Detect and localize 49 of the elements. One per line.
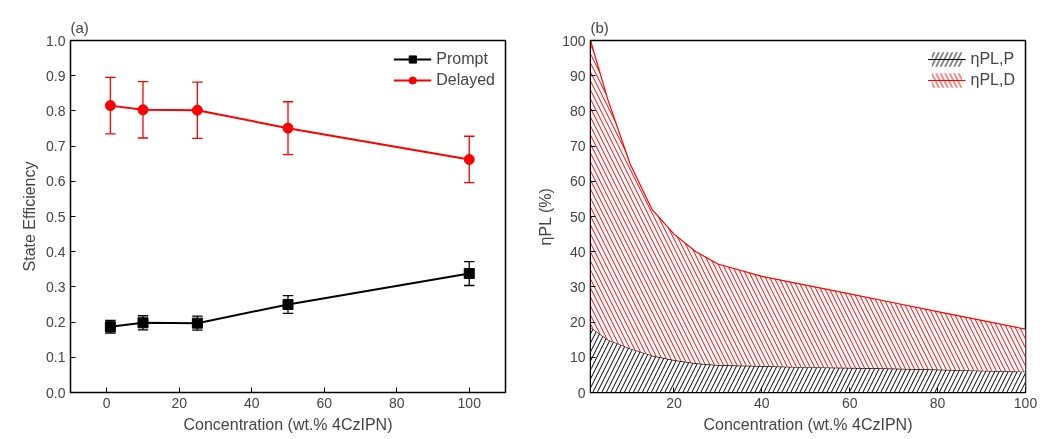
point (463, 153, 475, 165)
x-tick-label: 40 (243, 394, 260, 411)
y-axis-title: ηPL (%) (537, 188, 555, 246)
y-tick-label: 30 (569, 278, 586, 295)
y-tick-label: 40 (569, 243, 586, 260)
x-axis-title: Concentration (wt.% 4CzIPN) (703, 415, 913, 433)
point (463, 268, 475, 280)
y-tick-label: 1.0 (46, 32, 66, 49)
y-tick-label: 80 (569, 102, 586, 119)
x-tick-label: 60 (841, 394, 858, 411)
x-tick-label: 0 (102, 394, 111, 411)
x-tick-label: 100 (457, 394, 482, 411)
x-tick-label: 80 (929, 394, 946, 411)
y-axis-title: State Efficiency (21, 161, 39, 272)
x-tick-label: 80 (388, 394, 405, 411)
y-tick-label: 60 (569, 173, 586, 190)
y-tick-label: 0.6 (46, 173, 66, 190)
y-tick-label: 20 (569, 314, 586, 331)
legend-label: ηPL,D (970, 71, 1015, 89)
y-tick-label: 0.4 (46, 243, 66, 260)
y-tick-label: 0.8 (46, 102, 66, 119)
legend-label: ηPL,P (970, 50, 1015, 68)
point (282, 122, 294, 134)
legend-label: Prompt (436, 50, 488, 68)
chart-title: (a) (70, 18, 89, 36)
y-tick-label: 70 (569, 138, 586, 155)
y-tick-label: 0.3 (46, 278, 66, 295)
legend-label: Delayed (436, 71, 495, 89)
y-tick-label: 0.1 (46, 349, 66, 366)
y-tick-label: 50 (569, 208, 586, 225)
x-tick-label: 20 (171, 394, 188, 411)
point (104, 100, 116, 112)
x-tick-label: 20 (666, 394, 682, 411)
x-tick-label: 60 (316, 394, 333, 411)
chart-title: (b) (590, 18, 609, 36)
x-tick-label: 40 (754, 394, 770, 411)
point (137, 104, 149, 116)
y-tick-label: 0.9 (46, 67, 66, 84)
x-axis-title: Concentration (wt.% 4CzIPN) (183, 415, 393, 433)
y-tick-label: 0.0 (46, 384, 66, 401)
y-tick-label: 0.2 (46, 314, 66, 331)
point (282, 299, 294, 310)
y-tick-label: 10 (569, 349, 586, 366)
point (191, 104, 203, 116)
y-tick-label: 0.7 (46, 138, 66, 155)
y-tick-label: 90 (569, 67, 586, 84)
y-tick-label: 100 (562, 32, 586, 49)
x-tick-label: 100 (1013, 394, 1038, 411)
y-tick-label: 0.5 (46, 208, 66, 225)
